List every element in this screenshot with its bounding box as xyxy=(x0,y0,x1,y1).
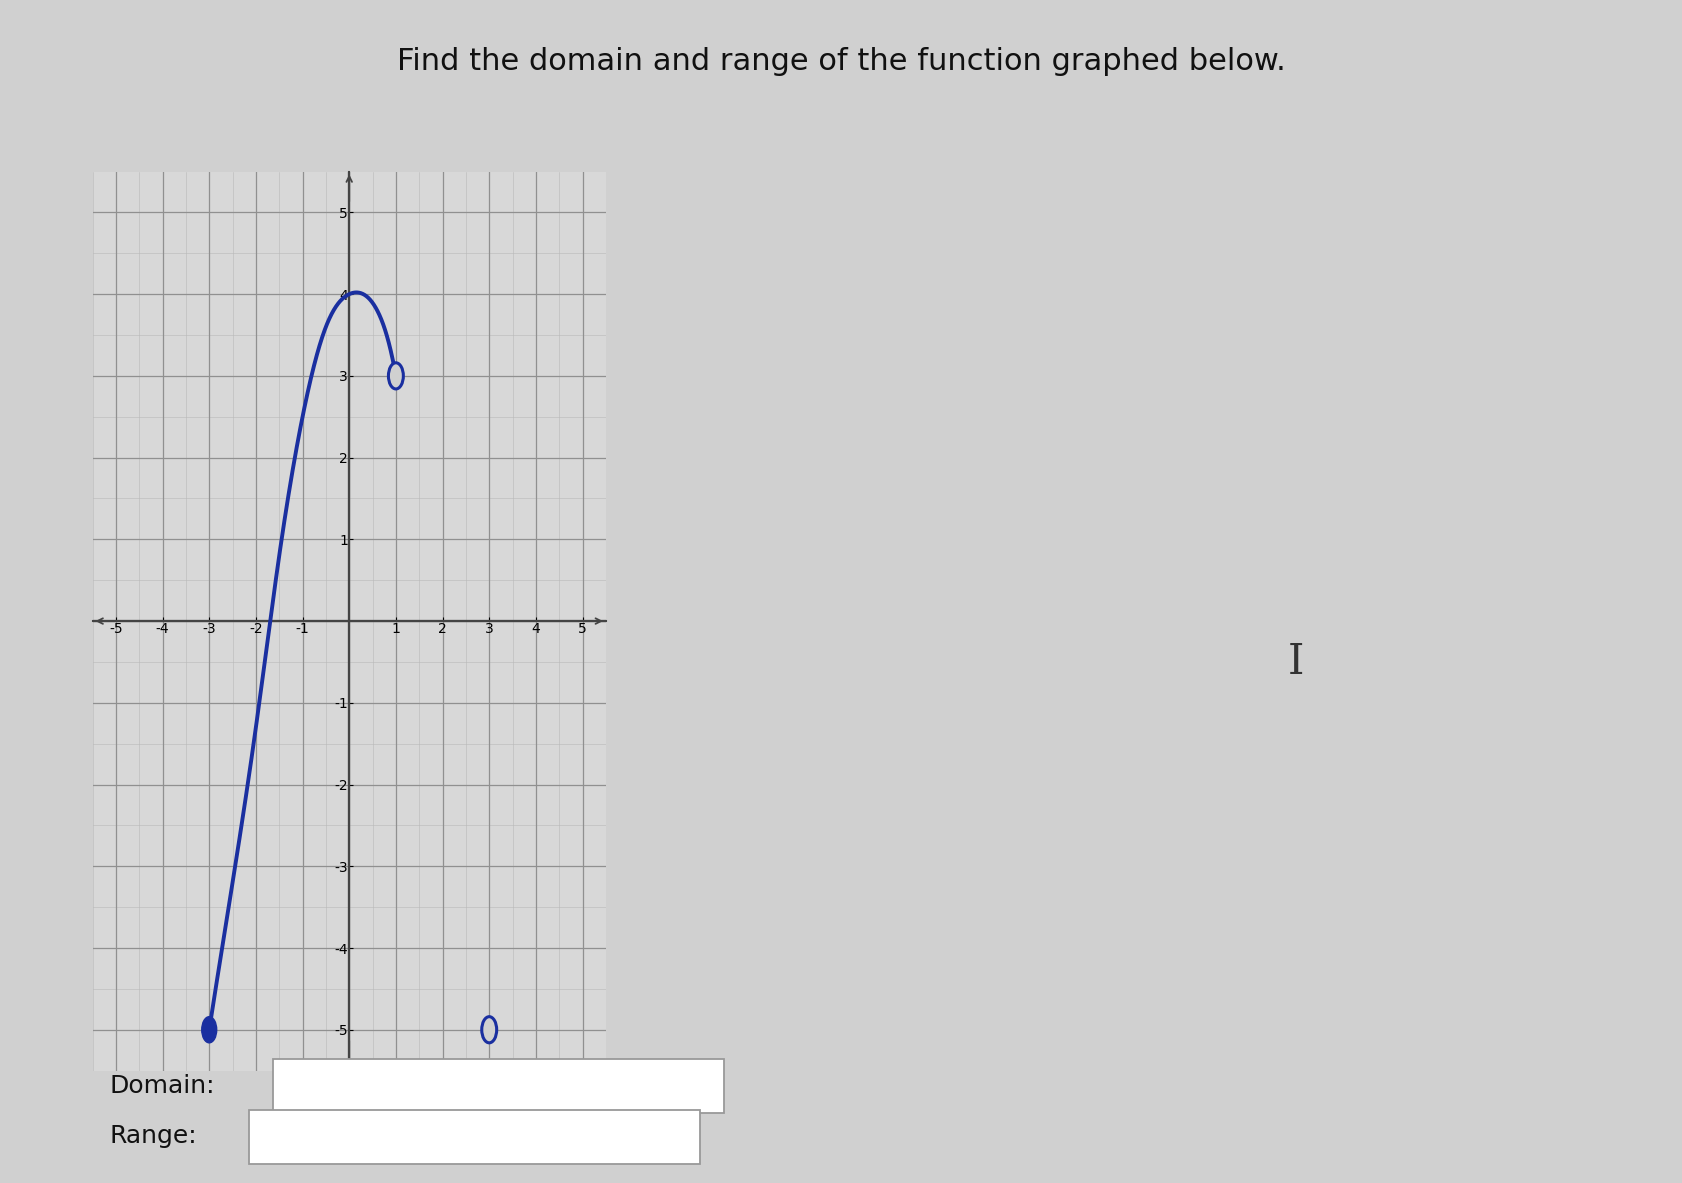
Text: Find the domain and range of the function graphed below.: Find the domain and range of the functio… xyxy=(397,47,1285,77)
Text: Range:: Range: xyxy=(109,1124,197,1148)
FancyBboxPatch shape xyxy=(272,1059,723,1113)
FancyBboxPatch shape xyxy=(249,1110,700,1164)
Circle shape xyxy=(389,363,404,389)
Circle shape xyxy=(481,1016,496,1043)
Text: I: I xyxy=(1287,641,1304,684)
Text: Domain:: Domain: xyxy=(109,1074,215,1098)
Circle shape xyxy=(202,1016,217,1043)
